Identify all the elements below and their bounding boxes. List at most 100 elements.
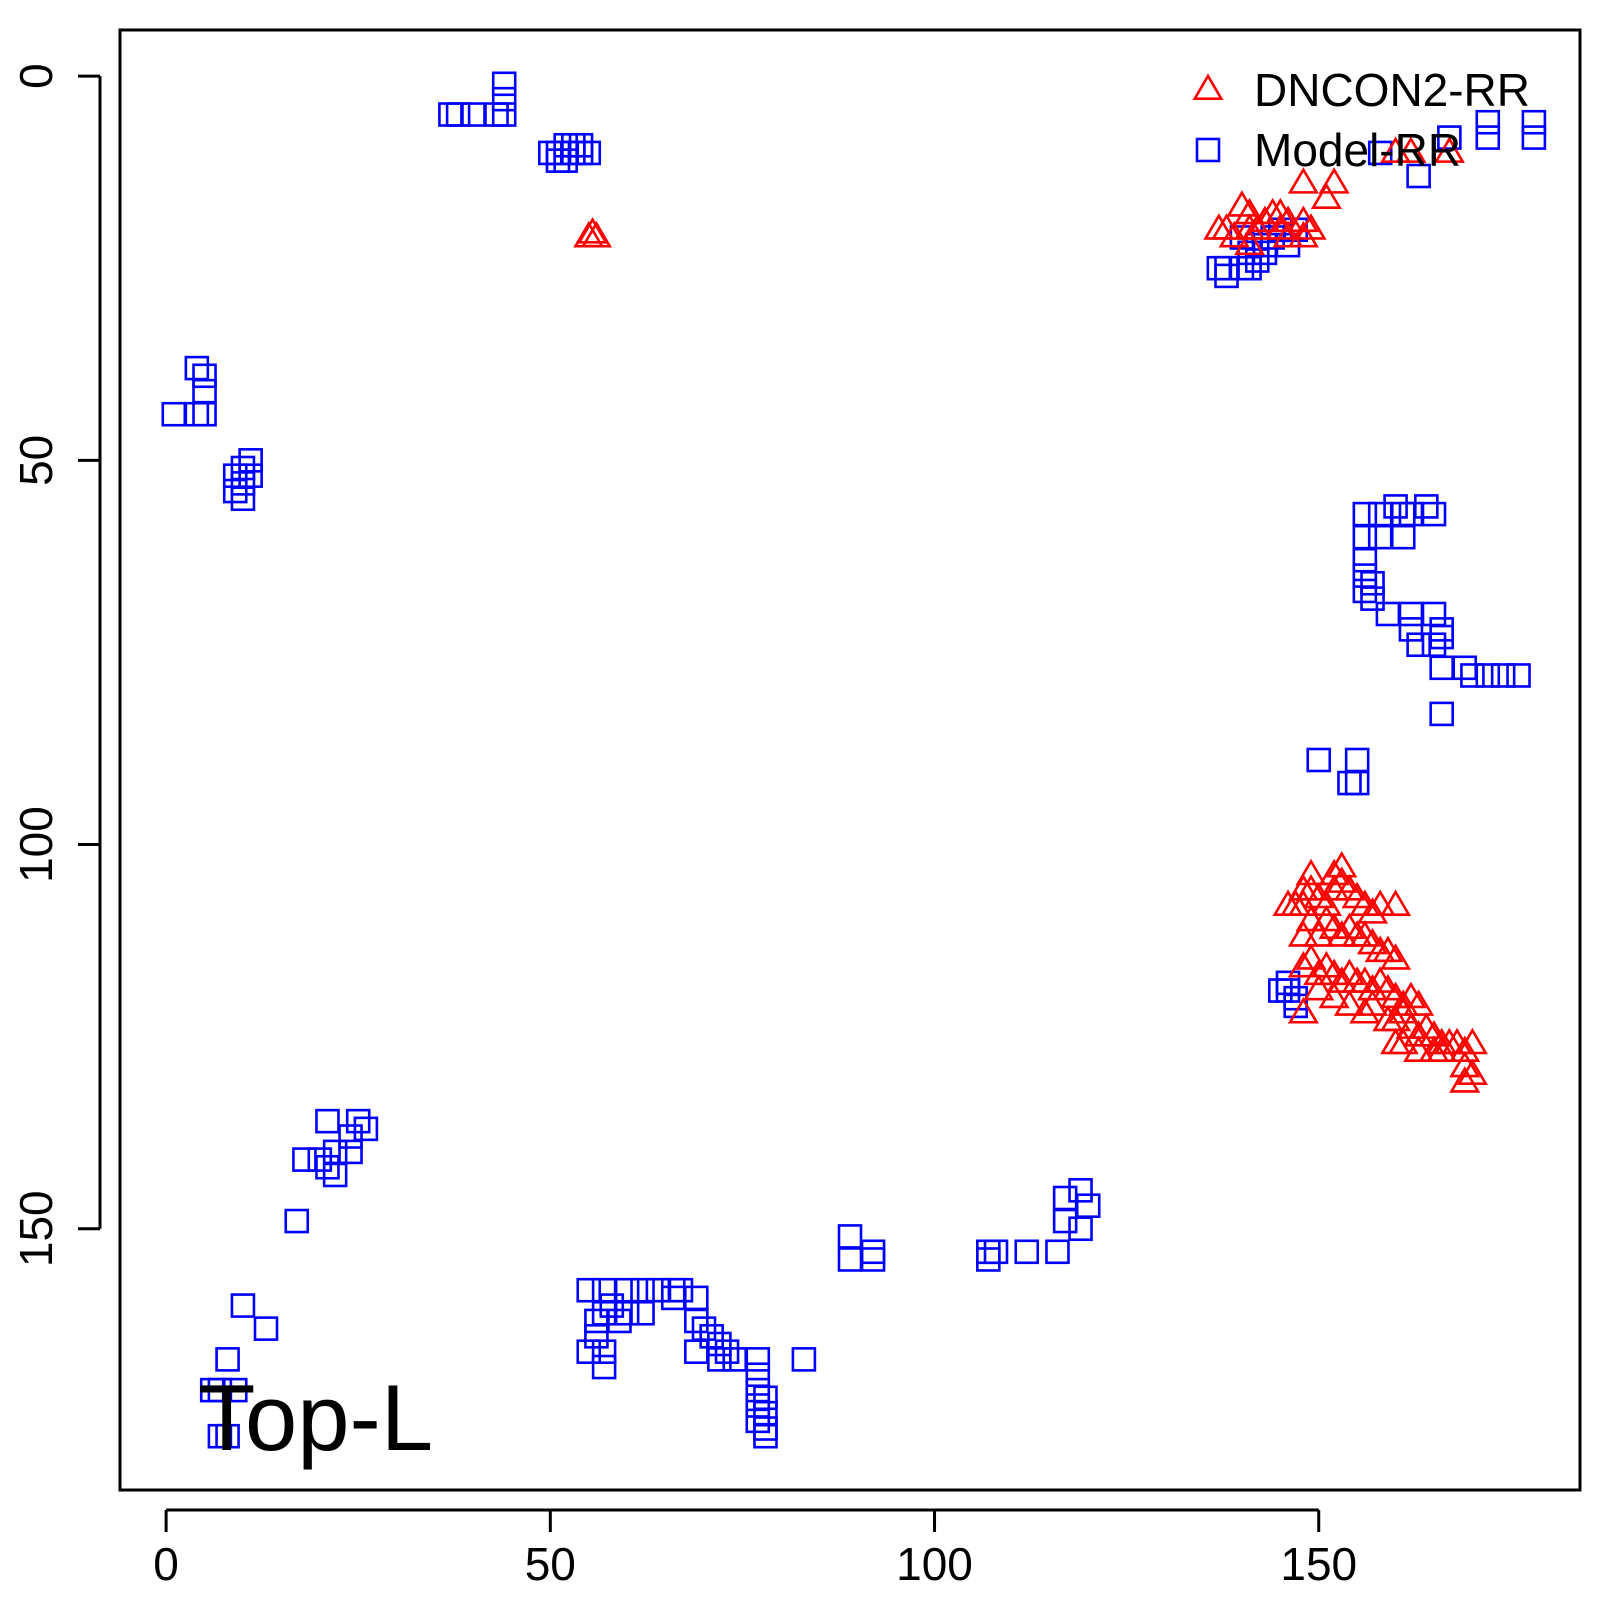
model-rr-point <box>745 1377 771 1403</box>
dncon2-rr-point <box>1356 989 1389 1016</box>
dncon2-rr-point <box>1287 920 1319 947</box>
model-rr-point <box>684 1285 709 1311</box>
model-rr-point <box>1398 601 1424 627</box>
model-rr-point <box>1506 663 1531 688</box>
model-rr-point <box>1429 655 1454 681</box>
model-rr-point <box>553 132 578 158</box>
dncon2-rr-point <box>1318 874 1350 901</box>
dncon2-rr-point <box>1287 167 1319 194</box>
model-rr-point <box>1452 655 1478 681</box>
x-axis: 0 50 100 150 <box>153 1508 1357 1590</box>
legend-label: DNCON2-RR <box>1254 64 1530 116</box>
model-rr-point <box>753 1400 778 1426</box>
model-rr-point <box>699 1324 724 1349</box>
model-rr-point <box>684 1339 709 1364</box>
model-rr-point <box>745 1347 771 1372</box>
model-rr-point <box>184 401 210 427</box>
dncon2-rr-point <box>580 220 612 248</box>
dncon2-rr-point <box>1433 136 1465 163</box>
model-rr-point <box>1367 524 1393 550</box>
dncon2-rr-point <box>1295 904 1327 932</box>
dncon2-rr-point <box>577 217 609 244</box>
model-rr-point <box>1237 255 1262 281</box>
model-rr-point <box>445 102 471 127</box>
model-rr-point <box>491 71 517 97</box>
dncon2-rr-point <box>1295 943 1327 970</box>
model-rr-point <box>230 471 256 496</box>
model-rr-point <box>315 1154 340 1180</box>
model-rr-point <box>1429 617 1454 642</box>
model-rr-point <box>591 1354 617 1380</box>
model-rr-point <box>192 363 217 389</box>
dncon2-rr-point <box>1403 1035 1435 1062</box>
model-rr-point <box>222 478 248 504</box>
model-rr-point <box>1352 563 1378 588</box>
model-rr-point <box>614 1277 640 1303</box>
dncon2-rr-point <box>1349 997 1381 1024</box>
model-rr-point <box>184 355 210 381</box>
y-tick-label: 0 <box>10 63 62 89</box>
model-rr-point <box>1490 663 1516 688</box>
model-rr-point <box>707 1347 732 1372</box>
model-rr-point <box>860 1239 886 1265</box>
model-rr-point <box>230 1293 256 1318</box>
series-model-rr <box>161 71 1547 1449</box>
model-rr-point <box>1475 663 1501 688</box>
model-rr-point <box>238 463 263 488</box>
model-rr-point <box>1268 978 1293 1003</box>
model-rr-point <box>1375 601 1401 627</box>
series-dncon2-rr <box>573 136 1488 1093</box>
model-rr-point <box>222 463 248 488</box>
dncon2-rr-point <box>1326 920 1358 947</box>
model-rr-point <box>338 1139 363 1165</box>
model-rr-point <box>161 401 187 427</box>
model-rr-point <box>614 1300 640 1326</box>
dncon2-rr-point <box>1310 182 1342 210</box>
model-rr-point <box>461 102 486 127</box>
model-rr-point <box>576 1339 602 1364</box>
model-rr-point <box>1367 501 1393 527</box>
dncon2-rr-point <box>1395 136 1427 163</box>
model-rr-point <box>353 1116 379 1142</box>
model-rr-point <box>837 1247 863 1272</box>
plot-annotation: Top-L <box>198 1365 433 1470</box>
dncon2-rr-point <box>1326 966 1358 993</box>
model-rr-point <box>484 102 509 127</box>
dncon2-rr-point <box>1249 205 1281 233</box>
model-rr-point <box>568 140 594 166</box>
dncon2-rr-point <box>1326 851 1358 878</box>
legend-square-marker <box>1195 137 1221 163</box>
model-rr-point <box>1052 1208 1078 1234</box>
model-rr-point <box>684 1308 709 1334</box>
model-rr-point <box>1352 501 1378 527</box>
model-rr-point <box>561 132 586 158</box>
model-rr-point <box>284 1208 310 1234</box>
model-rr-point <box>1398 617 1424 642</box>
dncon2-rr-point <box>1449 1035 1481 1062</box>
legend-item: DNCON2-RR <box>1192 64 1530 116</box>
model-rr-point <box>1244 248 1270 273</box>
model-rr-point <box>791 1347 817 1372</box>
model-rr-point <box>1045 1239 1070 1265</box>
model-rr-point <box>722 1347 748 1372</box>
model-rr-point <box>983 1239 1009 1265</box>
model-rr-point <box>1360 586 1385 611</box>
model-rr-point <box>1521 109 1547 135</box>
model-rr-point <box>1352 578 1378 604</box>
model-rr-point <box>1275 970 1301 996</box>
model-rr-point <box>1390 524 1416 550</box>
model-rr-point <box>660 1285 686 1311</box>
dncon2-rr-point <box>1295 858 1327 886</box>
model-rr-point <box>192 401 217 427</box>
model-rr-point <box>345 1108 371 1134</box>
dncon2-rr-point <box>1234 228 1266 256</box>
dncon2-rr-point <box>1380 1027 1412 1055</box>
model-rr-point <box>607 1308 632 1334</box>
dncon2-rr-point <box>1403 1020 1435 1047</box>
model-rr-point <box>630 1277 655 1303</box>
dncon2-rr-point <box>1303 973 1335 1001</box>
model-rr-point <box>1337 770 1362 796</box>
dncon2-rr-point <box>1303 920 1335 947</box>
x-tick-label: 0 <box>153 1538 179 1590</box>
model-rr-point <box>1306 747 1332 773</box>
